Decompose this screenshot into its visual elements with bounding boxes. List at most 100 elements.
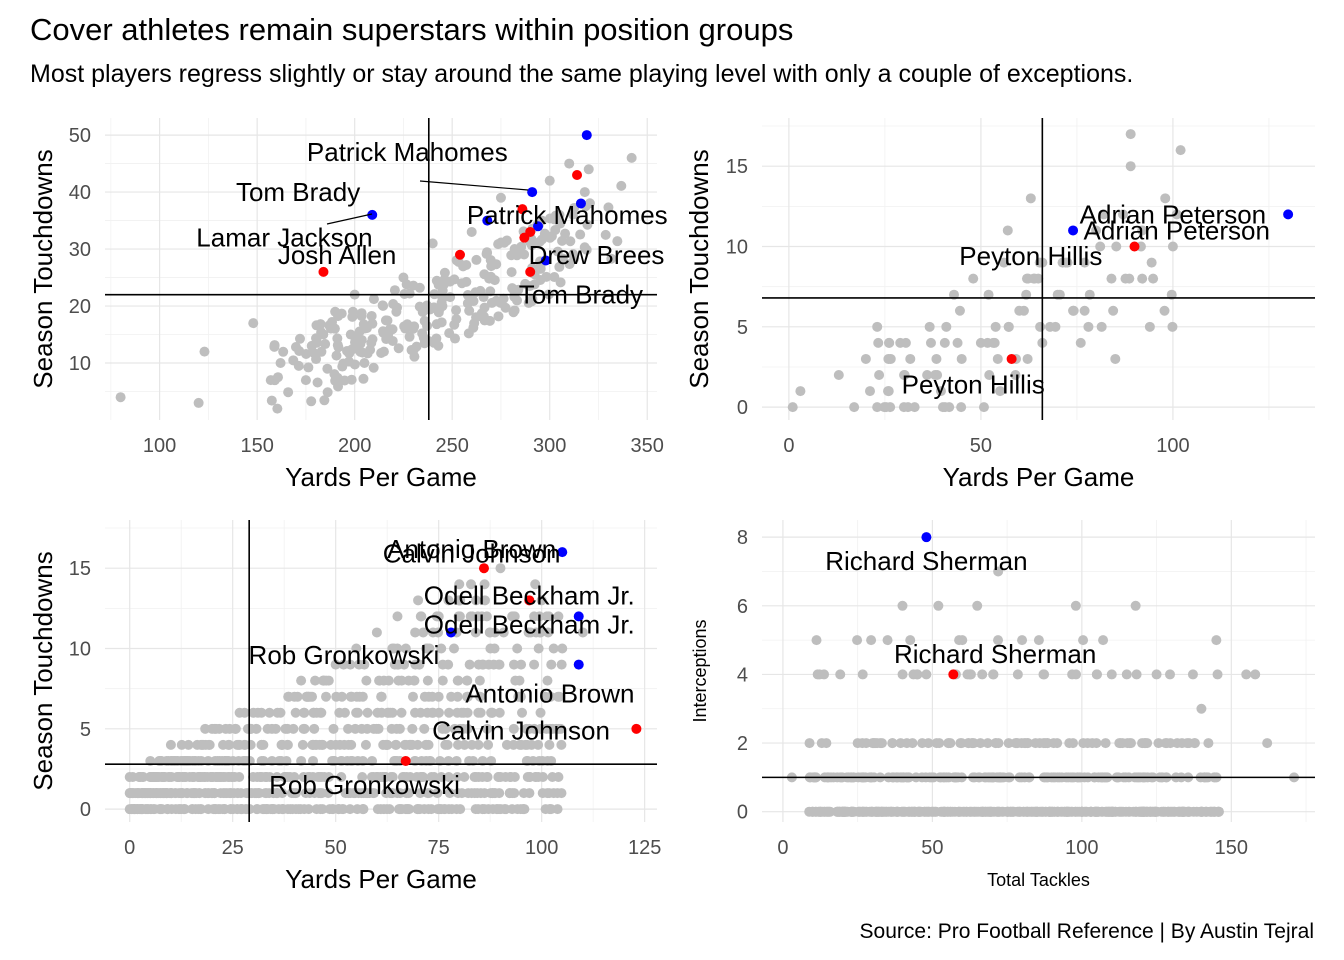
background-point [177,772,188,783]
background-point [319,395,330,406]
background-point [277,804,288,815]
background-point [230,723,241,734]
background-point [321,691,332,702]
background-point [268,788,279,799]
background-point [493,311,504,322]
background-point [165,739,176,750]
background-point [482,723,493,734]
background-point [514,675,525,686]
background-point [1108,305,1119,316]
background-point [857,669,868,680]
background-point [536,595,547,606]
background-point [437,659,448,670]
background-point [945,806,956,817]
background-point [977,806,988,817]
background-point [943,738,954,749]
background-point [931,353,942,364]
background-point [506,267,517,278]
background-point [498,627,509,638]
background-point [905,353,916,364]
background-point [439,274,450,285]
background-point [232,804,243,815]
background-point [501,739,512,750]
background-point [472,611,483,622]
background-point [833,370,844,381]
x-tick-label: 300 [533,435,566,457]
background-point [473,659,484,670]
background-point [261,804,272,815]
background-point [934,738,945,749]
background-point [462,691,473,702]
background-point [481,772,492,783]
background-point [432,804,443,815]
background-point [419,723,430,734]
background-point [956,402,967,413]
x-tick-label: 150 [240,435,273,457]
background-point [992,353,1003,364]
background-point [1144,321,1155,332]
background-point [991,806,1002,817]
background-point [529,659,540,670]
background-point [507,611,518,622]
background-point [861,738,872,749]
background-point [1160,193,1171,204]
background-point [1067,738,1078,749]
background-point [376,348,387,359]
background-point [506,250,517,261]
background-point [240,804,251,815]
background-point [315,804,326,815]
background-point [1033,635,1044,646]
background-point [909,402,920,413]
background-point [218,739,229,750]
background-point [304,788,315,799]
background-point [1106,669,1117,680]
background-point [405,739,416,750]
background-point [530,579,541,590]
background-point [444,788,455,799]
background-point [935,386,946,397]
background-point [551,723,562,734]
cover-year-point [573,611,584,622]
background-point [369,788,380,799]
following-year-point [524,595,535,606]
background-point [352,707,363,718]
background-point [1250,669,1261,680]
y-tick-label: 10 [726,237,748,259]
background-point [427,707,438,718]
background-point [1183,738,1194,749]
background-point [495,192,506,203]
background-point [548,643,559,654]
y-tick-label: 5 [737,317,748,339]
background-point [330,739,341,750]
player-label: Josh Allen [278,240,397,270]
label-connector [419,180,529,191]
background-point [443,772,454,783]
background-point [517,707,528,718]
background-point [302,772,313,783]
background-point [455,804,466,815]
background-point [924,321,935,332]
background-point [1196,806,1207,817]
background-point [283,691,294,702]
background-point [1262,738,1273,749]
background-point [423,739,434,750]
background-point [984,370,995,381]
background-point [1110,353,1121,364]
background-points [786,566,1300,817]
cover-year-point [527,187,538,198]
background-point [1100,738,1111,749]
background-point [428,302,439,313]
background-point [315,788,326,799]
background-point [417,328,428,339]
background-point [1081,806,1092,817]
background-point [804,738,815,749]
chart-title: Cover athletes remain superstars within … [30,12,794,47]
y-tick-label: 20 [69,296,91,318]
background-point [540,691,551,702]
background-point [1098,209,1109,220]
player-label: Drew Brees [529,240,665,270]
background-point [821,738,832,749]
background-point [463,788,474,799]
background-point [835,669,846,680]
background-point [385,772,396,783]
